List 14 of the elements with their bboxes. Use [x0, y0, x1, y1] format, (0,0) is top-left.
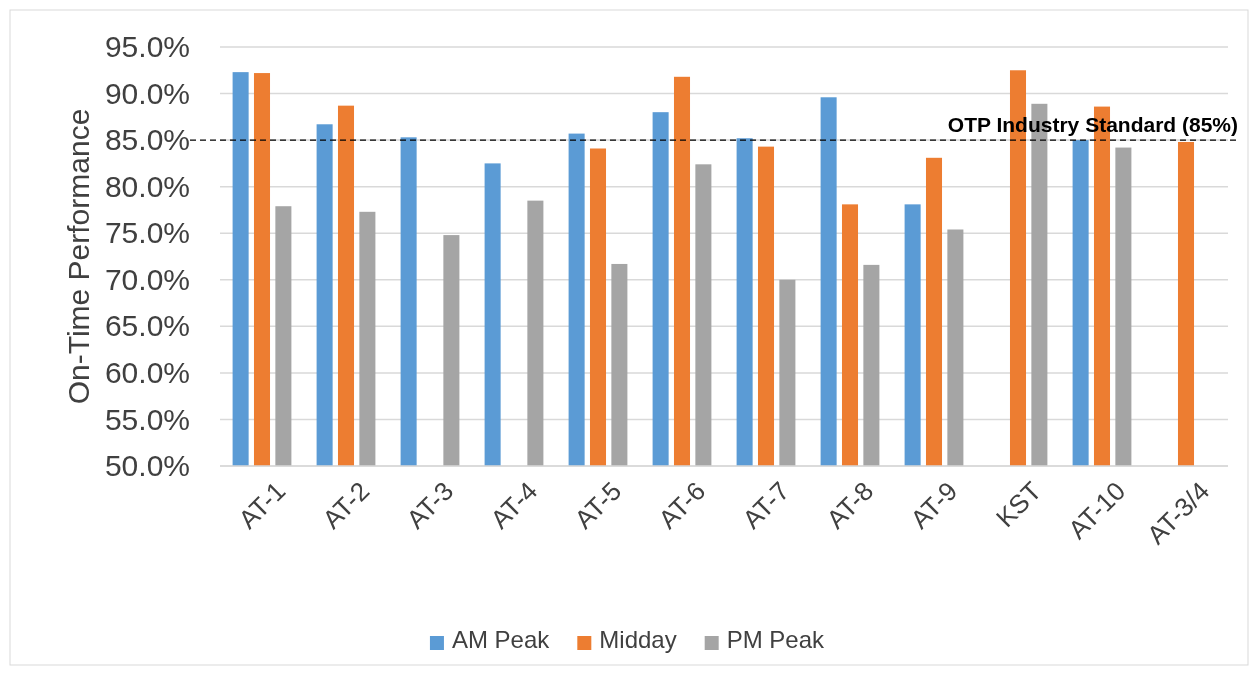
legend-label: AM Peak: [451, 626, 551, 653]
y-tick-label: 85.0%: [104, 123, 190, 157]
legend-label: PM Peak: [726, 626, 826, 653]
y-tick-label: 50.0%: [104, 449, 190, 483]
y-tick-label: 55.0%: [104, 402, 190, 436]
y-tick-label: 80.0%: [104, 169, 190, 203]
y-axis-title: On-Time Performance: [61, 108, 95, 405]
y-tick-label: 60.0%: [104, 355, 190, 389]
y-tick-label: 90.0%: [104, 76, 190, 110]
y-tick-label: 65.0%: [104, 309, 190, 343]
y-tick-label: 70.0%: [104, 262, 190, 296]
y-tick-label: 95.0%: [104, 30, 190, 64]
y-tick-label: 75.0%: [104, 216, 190, 250]
legend-label: Midday: [599, 626, 677, 653]
